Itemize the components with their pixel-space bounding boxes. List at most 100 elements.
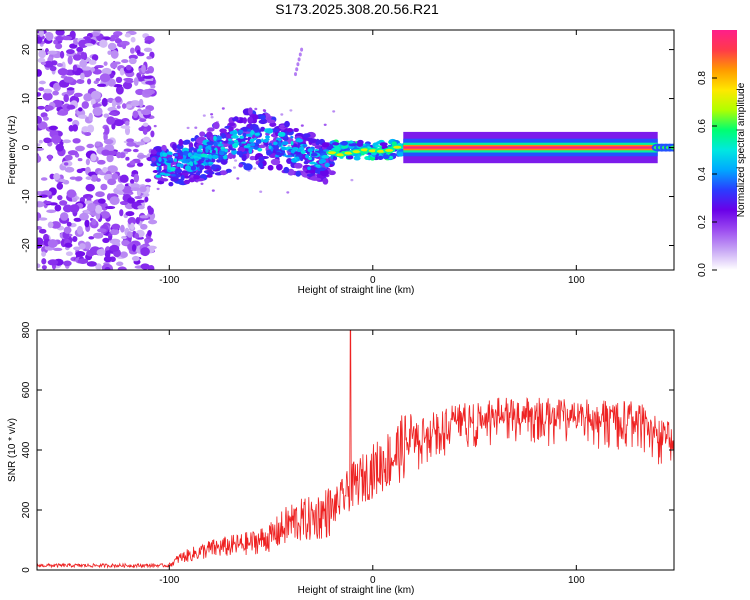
turbulent-core [290,135,294,139]
noise-cell [85,158,91,166]
noise-cell [140,223,148,230]
turbulent-peak [273,141,278,146]
colorbar-ticks: 0.0 0.2 0.4 0.6 0.8 [697,71,717,277]
sparse-cell [211,189,215,192]
turbulent-core [184,158,192,162]
turbulent-halo [243,163,253,171]
sparse-cell [210,116,214,119]
noise-cell [102,237,110,244]
noise-cell [86,124,95,133]
settling-cell [377,155,384,160]
settling-line-core [352,150,361,154]
noise-cell [95,263,102,270]
noise-cell [111,223,121,230]
turbulent-core [232,142,239,149]
noise-cell [79,212,89,221]
noise-cell [131,244,137,252]
turbulent-peak [221,149,226,152]
noise-cell [53,39,58,45]
noise-cell [142,128,148,135]
noise-cell [110,34,120,39]
noise-cell [40,112,48,118]
settling-cell [396,152,405,157]
turbulent-core [249,142,256,147]
sparse-cell [202,114,206,117]
settling-line-core [385,148,394,152]
noise-cell [140,263,150,270]
turbulent-core [197,160,202,165]
turbulent-halo [267,164,274,171]
turbulent-halo [295,170,301,177]
turbulent-halo [237,146,246,153]
y-tick-label: 0 [21,567,32,573]
turbulent-core [166,151,173,155]
noise-cell [96,159,106,165]
noise-cell [47,50,58,55]
noise-cell [144,238,150,245]
noise-cell [41,61,46,66]
noise-cell [64,154,73,161]
turbulent-core [296,138,304,143]
noise-cell [129,222,135,230]
noise-cell [101,97,108,107]
turbulent-halo [252,114,259,121]
noise-cell [81,126,90,133]
settling-line-core [336,153,345,157]
turbulent-peak [246,143,251,147]
noise-cell [51,134,62,144]
noise-cell [63,226,72,234]
noise-cell [48,125,58,131]
snr-series-line [37,330,674,569]
noise-cell [37,147,45,151]
turbulent-halo [181,140,190,145]
turbulent-halo [293,127,299,133]
turbulent-core [216,159,222,163]
turbulent-peak [188,161,194,166]
turbulent-halo [321,142,330,148]
turbulent-core [227,140,235,145]
turbulent-halo [319,169,329,177]
turbulent-halo [260,114,266,120]
turbulent-peak [197,148,202,152]
turbulent-core [319,158,327,164]
noise-cell [80,51,86,60]
noise-cell [143,47,153,53]
noise-cell [122,186,134,194]
noise-cell [133,77,139,86]
noise-cell [129,47,135,54]
settling-cell [340,140,348,146]
noise-cell [139,118,147,122]
turbulent-halo [257,161,264,169]
snr-x-axis-label: Height of straight line (km) [298,585,415,596]
noise-cell [150,130,155,138]
noise-cell [96,228,107,233]
noise-cell [62,139,72,144]
noise-cell [38,48,44,52]
settling-line-core [376,149,385,153]
turbulent-core [227,138,233,142]
turbulent-core [158,165,162,172]
noise-cell [75,176,83,181]
noise-cell [116,105,121,109]
noise-cell [119,209,124,217]
noise-cell [111,172,119,180]
turbulent-core [252,126,260,133]
noise-cell [75,145,85,152]
turbulent-halo [220,159,225,164]
noise-cell [139,215,149,219]
noise-cell [99,39,108,48]
noise-cell [47,239,58,248]
settling-cell [348,143,357,147]
noise-cell [37,57,46,64]
settling-cell [341,145,349,149]
noise-cell [119,174,129,183]
noise-cell [53,83,60,90]
noise-cell [37,69,42,77]
turbulent-peak [189,156,195,159]
turbulent-peak [253,137,257,141]
turbulent-halo [228,126,234,133]
noise-cell [37,143,41,147]
turbulent-core [257,147,263,152]
noise-cell [37,263,41,269]
turbulent-core [324,162,330,168]
